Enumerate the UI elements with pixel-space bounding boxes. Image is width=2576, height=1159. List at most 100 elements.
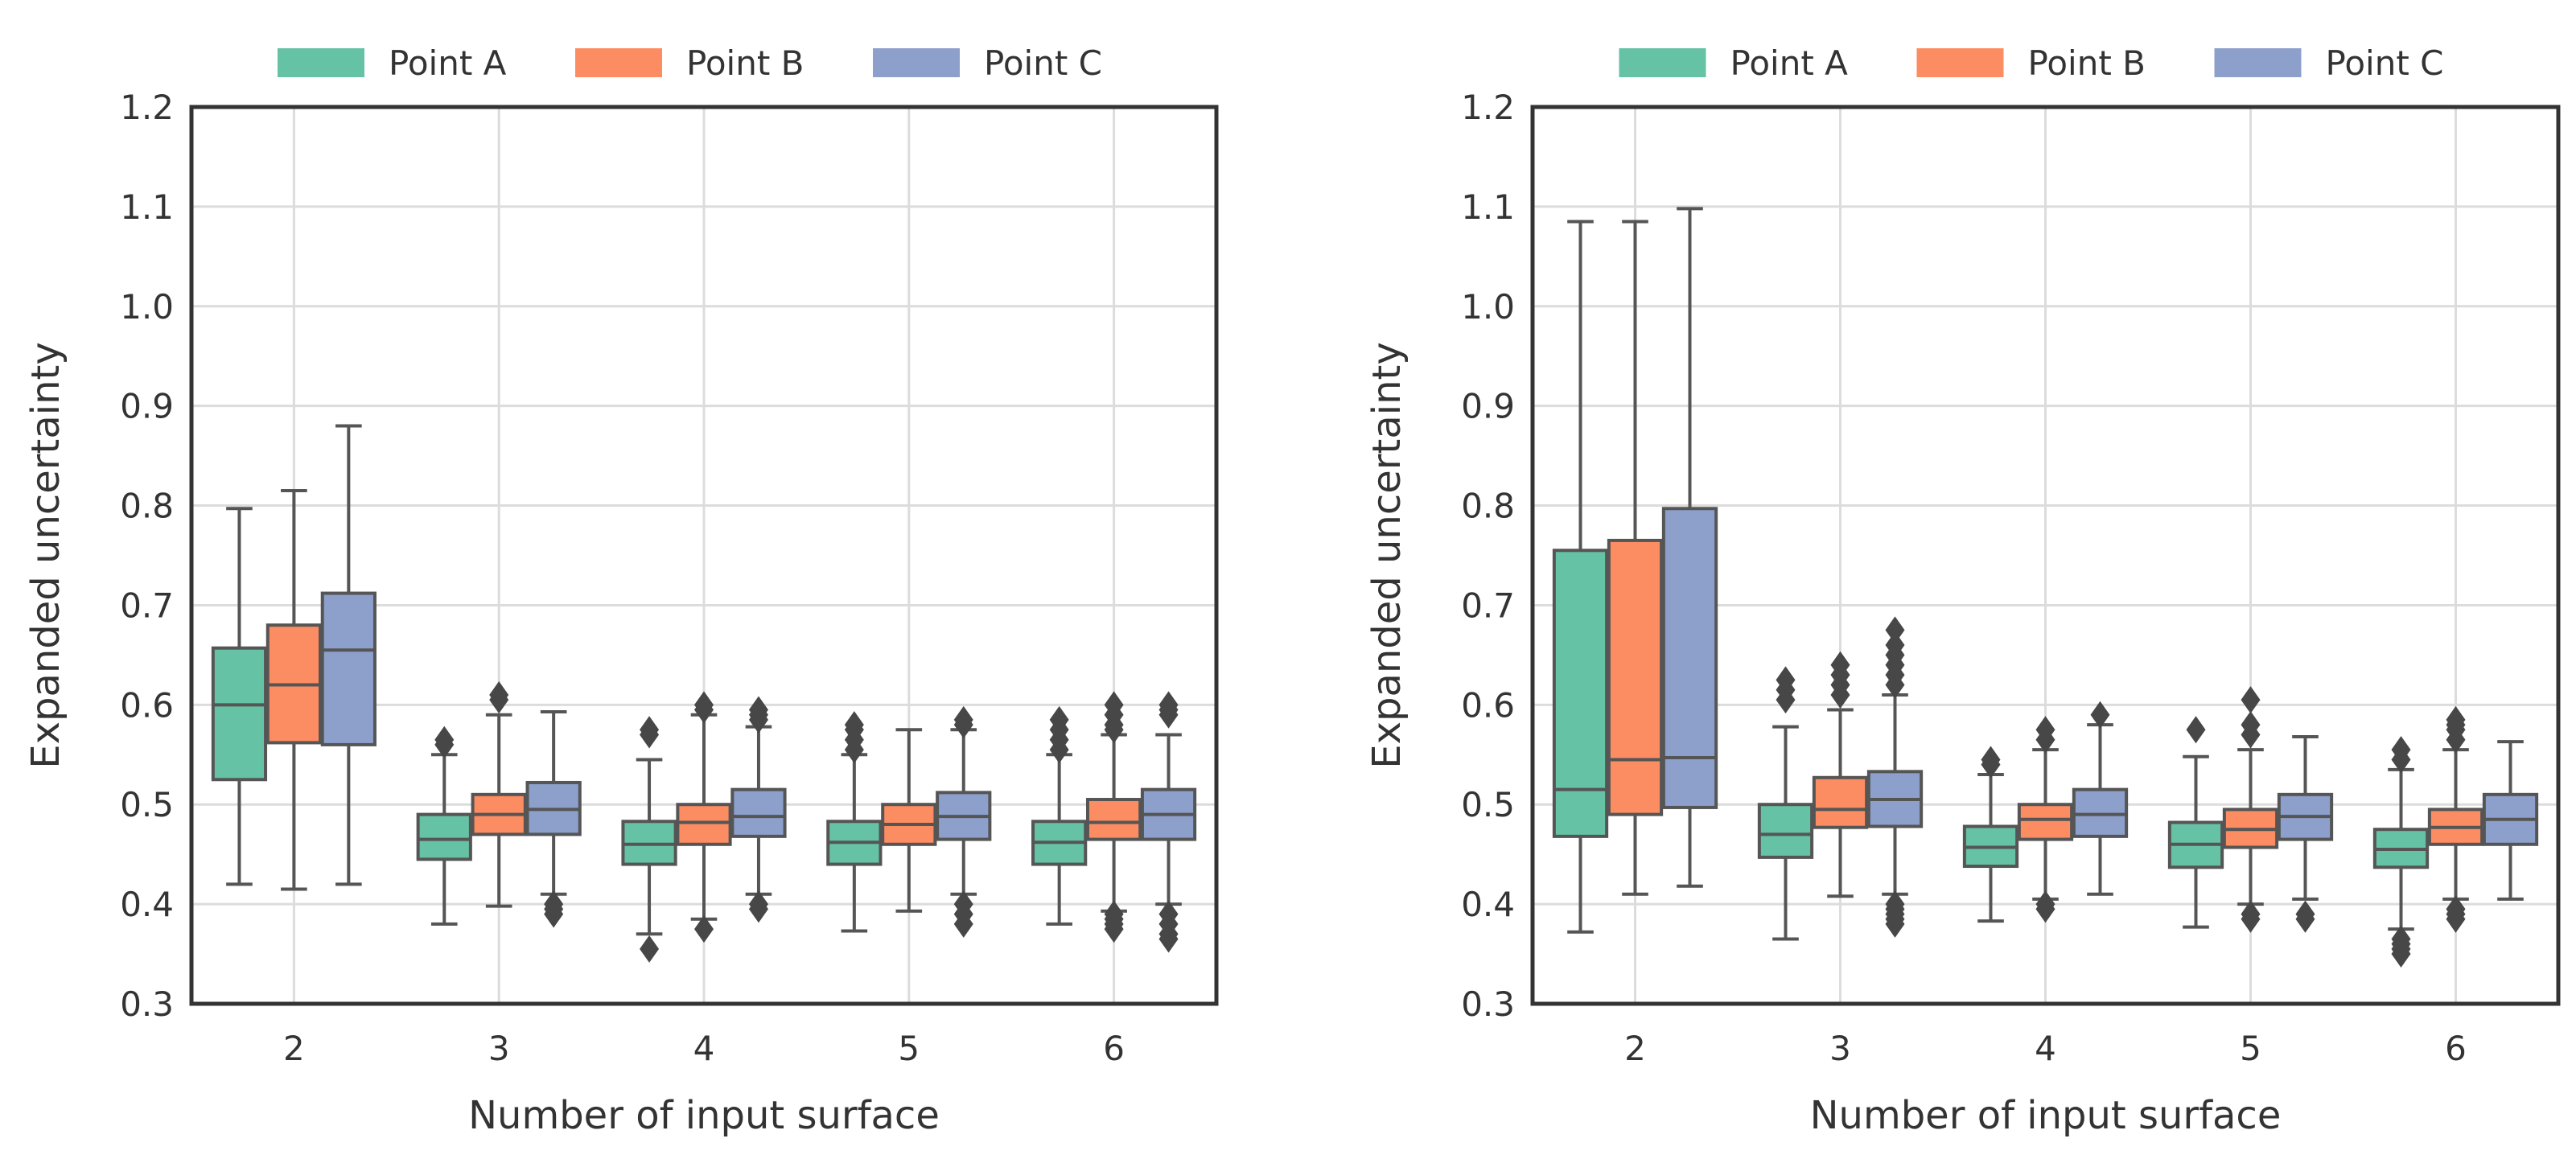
outlier-point [748,696,768,724]
box-point-b-2 [1607,220,1664,896]
chart-panel-2: 0.3 0.4 0.5 0.6 0.7 0.8 0.9 1.0 1.1 1.2 2 3 4 5 6 Numbe… [1364,43,2561,1138]
y-tick-label: 0.8 [120,487,174,526]
y-tick-label: 0.4 [120,885,174,924]
outlier-point [694,915,714,943]
box-point-b-5 [2222,686,2279,933]
outlier-point [1158,900,1179,928]
x-tick-label: 2 [283,1029,305,1068]
outlier-point [1049,705,1069,734]
y-axis-label: Expanded uncertainty [23,342,68,768]
legend-label: Point C [2326,43,2444,83]
y-tick-label: 0.5 [1461,785,1515,824]
y-tick-label: 0.5 [120,785,174,824]
plot-frame [189,105,1219,1006]
box-iqr [416,812,472,861]
box-iqr [1607,538,1664,816]
y-axis-label: Expanded uncertainty [1364,342,1409,768]
box-point-c-5 [936,705,992,938]
y-tick-label: 0.8 [1461,487,1515,526]
x-tick-label: 2 [1624,1029,1646,1068]
outlier-point [1885,631,1905,659]
y-tick-label: 0.9 [1461,387,1515,426]
box-point-a-6 [2372,736,2430,968]
box-point-b-3 [1812,651,1869,898]
plot-frame [1530,105,2561,1006]
outlier-point [2446,705,2466,734]
x-tick-label: 5 [2240,1029,2261,1068]
outlier-point [2391,925,2411,953]
box-point-b-6 [1085,691,1142,943]
box-iqr [1661,507,1718,809]
box-point-b-5 [881,728,937,913]
box-point-a-4 [1962,746,2019,923]
box-point-c-4 [730,696,787,923]
legend-label: Point C [984,43,1102,83]
outlier-point [1885,616,1905,644]
box-point-c-3 [525,710,582,928]
legend-label: Point B [686,43,804,83]
outlier-point [1981,746,2001,774]
outlier-point [489,680,509,709]
legend: Point A Point B Point C [1619,43,2444,83]
box-point-c-3 [1866,616,1924,938]
outlier-point [2035,716,2055,744]
y-tick-label: 0.3 [120,984,174,1024]
y-tick-label: 1.2 [1461,88,1515,127]
box-point-a-3 [1757,666,1814,941]
chart-panel-1: 0.3 0.4 0.5 0.6 0.7 0.8 0.9 1.0 1.1 1.2 2 3 4 5 6 Numbe… [23,43,1219,1138]
box-point-c-2 [1661,207,1718,888]
outlier-point [844,711,864,739]
x-tick-label: 5 [898,1029,920,1068]
legend-swatch-point-a [1619,48,1706,77]
outlier-point [1830,651,1850,679]
outlier-point [953,890,973,919]
box-iqr [2017,803,2074,841]
x-axis-label: Number of input surface [468,1093,940,1138]
x-tick-label: 6 [1103,1029,1125,1068]
box-iqr [730,787,787,838]
y-tick-label: 0.4 [1461,885,1515,924]
box-iqr [211,646,268,782]
legend-swatch-point-b [1916,48,2004,77]
box-point-b-6 [2427,705,2484,933]
outlier-point [2241,900,2261,928]
box-point-c-4 [2072,701,2129,896]
legend-label: Point A [1730,43,1849,83]
y-tick-label: 1.1 [1461,187,1515,227]
box-point-b-2 [265,488,323,891]
box-point-a-6 [1031,705,1088,926]
y-tick-label: 0.6 [1461,685,1515,725]
outlier-point [2241,686,2261,714]
legend-swatch-point-a [278,48,364,77]
legend-label: Point A [389,43,507,83]
box-point-c-6 [1140,691,1197,953]
legend-swatch-point-c [873,48,960,77]
x-tick-label: 6 [2445,1029,2467,1068]
box-point-b-4 [2017,716,2074,923]
legend-swatch-point-c [2214,48,2302,77]
box-point-b-3 [471,680,527,908]
x-axis-label: Number of input surface [1810,1093,2282,1138]
outlier-point [1885,890,1905,919]
box-point-c-2 [320,424,377,886]
box-point-a-2 [1552,220,1609,934]
y-tick-label: 0.9 [120,387,174,426]
box-iqr [1757,803,1814,859]
x-tick-label: 3 [1829,1029,1851,1068]
x-tick-label: 3 [488,1029,510,1068]
box-point-c-6 [2482,740,2539,901]
y-tick-label: 1.2 [120,88,174,127]
box-iqr [320,591,377,746]
y-tick-label: 1.0 [1461,287,1515,327]
outlier-point [1158,691,1179,719]
box-point-a-2 [211,507,268,886]
outlier-point [748,890,768,919]
outlier-point [434,725,455,754]
box-iqr [1085,798,1142,841]
outlier-point [2241,711,2261,739]
y-tick-label: 0.7 [1461,586,1515,625]
outlier-point [640,716,660,744]
outlier-point [1104,691,1124,719]
box-iqr [1552,549,1609,838]
box-point-b-4 [676,691,732,943]
